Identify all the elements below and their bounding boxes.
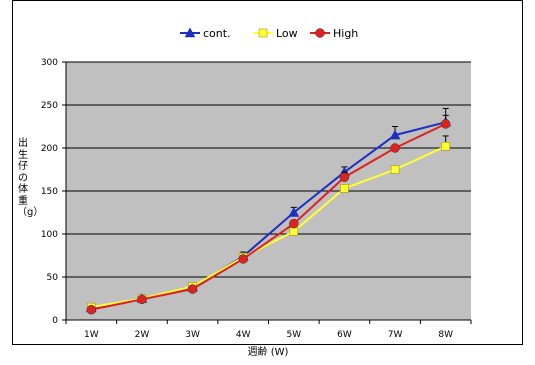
- y-tick-label-200: 200: [41, 144, 58, 154]
- y-tick-label-300: 300: [41, 58, 58, 68]
- point-high-7: [440, 119, 451, 129]
- legend-item-high: High: [310, 27, 358, 40]
- legend-marker-high: [315, 28, 325, 38]
- series-line-low: [91, 145, 447, 309]
- point-low-7: [441, 142, 450, 151]
- x-tick-label-1W: 1W: [84, 330, 99, 340]
- point-high-0: [86, 304, 97, 315]
- legend-item-cont: cont.: [180, 27, 231, 40]
- x-tick-label-8W: 8W: [438, 330, 453, 340]
- x-tick-label-3W: 3W: [185, 330, 200, 340]
- legend-item-low: Low: [253, 27, 298, 40]
- x-axis-title: 週齢 (W): [248, 345, 289, 358]
- point-high-1: [137, 294, 147, 305]
- x-tick-label-5W: 5W: [287, 330, 302, 340]
- legend-marker-cont: [184, 27, 196, 38]
- y-tick-label-100: 100: [41, 230, 58, 240]
- x-ticks: 1W 2W 3W 4W 5W 6W 7W 8W: [65, 320, 472, 340]
- point-cont-6: [389, 129, 401, 140]
- point-high-6: [390, 143, 400, 153]
- series-layer: [85, 107, 452, 315]
- x-tick-label-7W: 7W: [388, 330, 403, 340]
- legend-label-high: High: [333, 27, 358, 40]
- point-low-4: [289, 227, 299, 236]
- point-high-3: [238, 254, 248, 264]
- series-line-high: [91, 123, 447, 311]
- legend-label-low: Low: [276, 27, 298, 40]
- point-low-5: [340, 184, 349, 193]
- legend-marker-low: [258, 28, 268, 38]
- point-high-2: [187, 284, 198, 294]
- legend-label-cont: cont.: [203, 27, 231, 40]
- point-high-5: [339, 172, 350, 182]
- y-tick-label-150: 150: [41, 187, 58, 197]
- x-tick-label-4W: 4W: [236, 330, 251, 340]
- point-low-6: [390, 165, 400, 174]
- series-high: [86, 114, 451, 315]
- legend: cont. Low High: [180, 27, 358, 40]
- y-tick-label-50: 50: [47, 273, 59, 283]
- y-tick-label-0: 0: [52, 316, 58, 326]
- x-tick-label-6W: 6W: [337, 330, 352, 340]
- y-tick-label-250: 250: [41, 101, 58, 111]
- x-tick-label-2W: 2W: [135, 330, 150, 340]
- point-cont-4: [288, 206, 300, 217]
- y-ticks: 0 50 100 150 200 250 300: [41, 58, 66, 326]
- point-high-4: [289, 218, 299, 229]
